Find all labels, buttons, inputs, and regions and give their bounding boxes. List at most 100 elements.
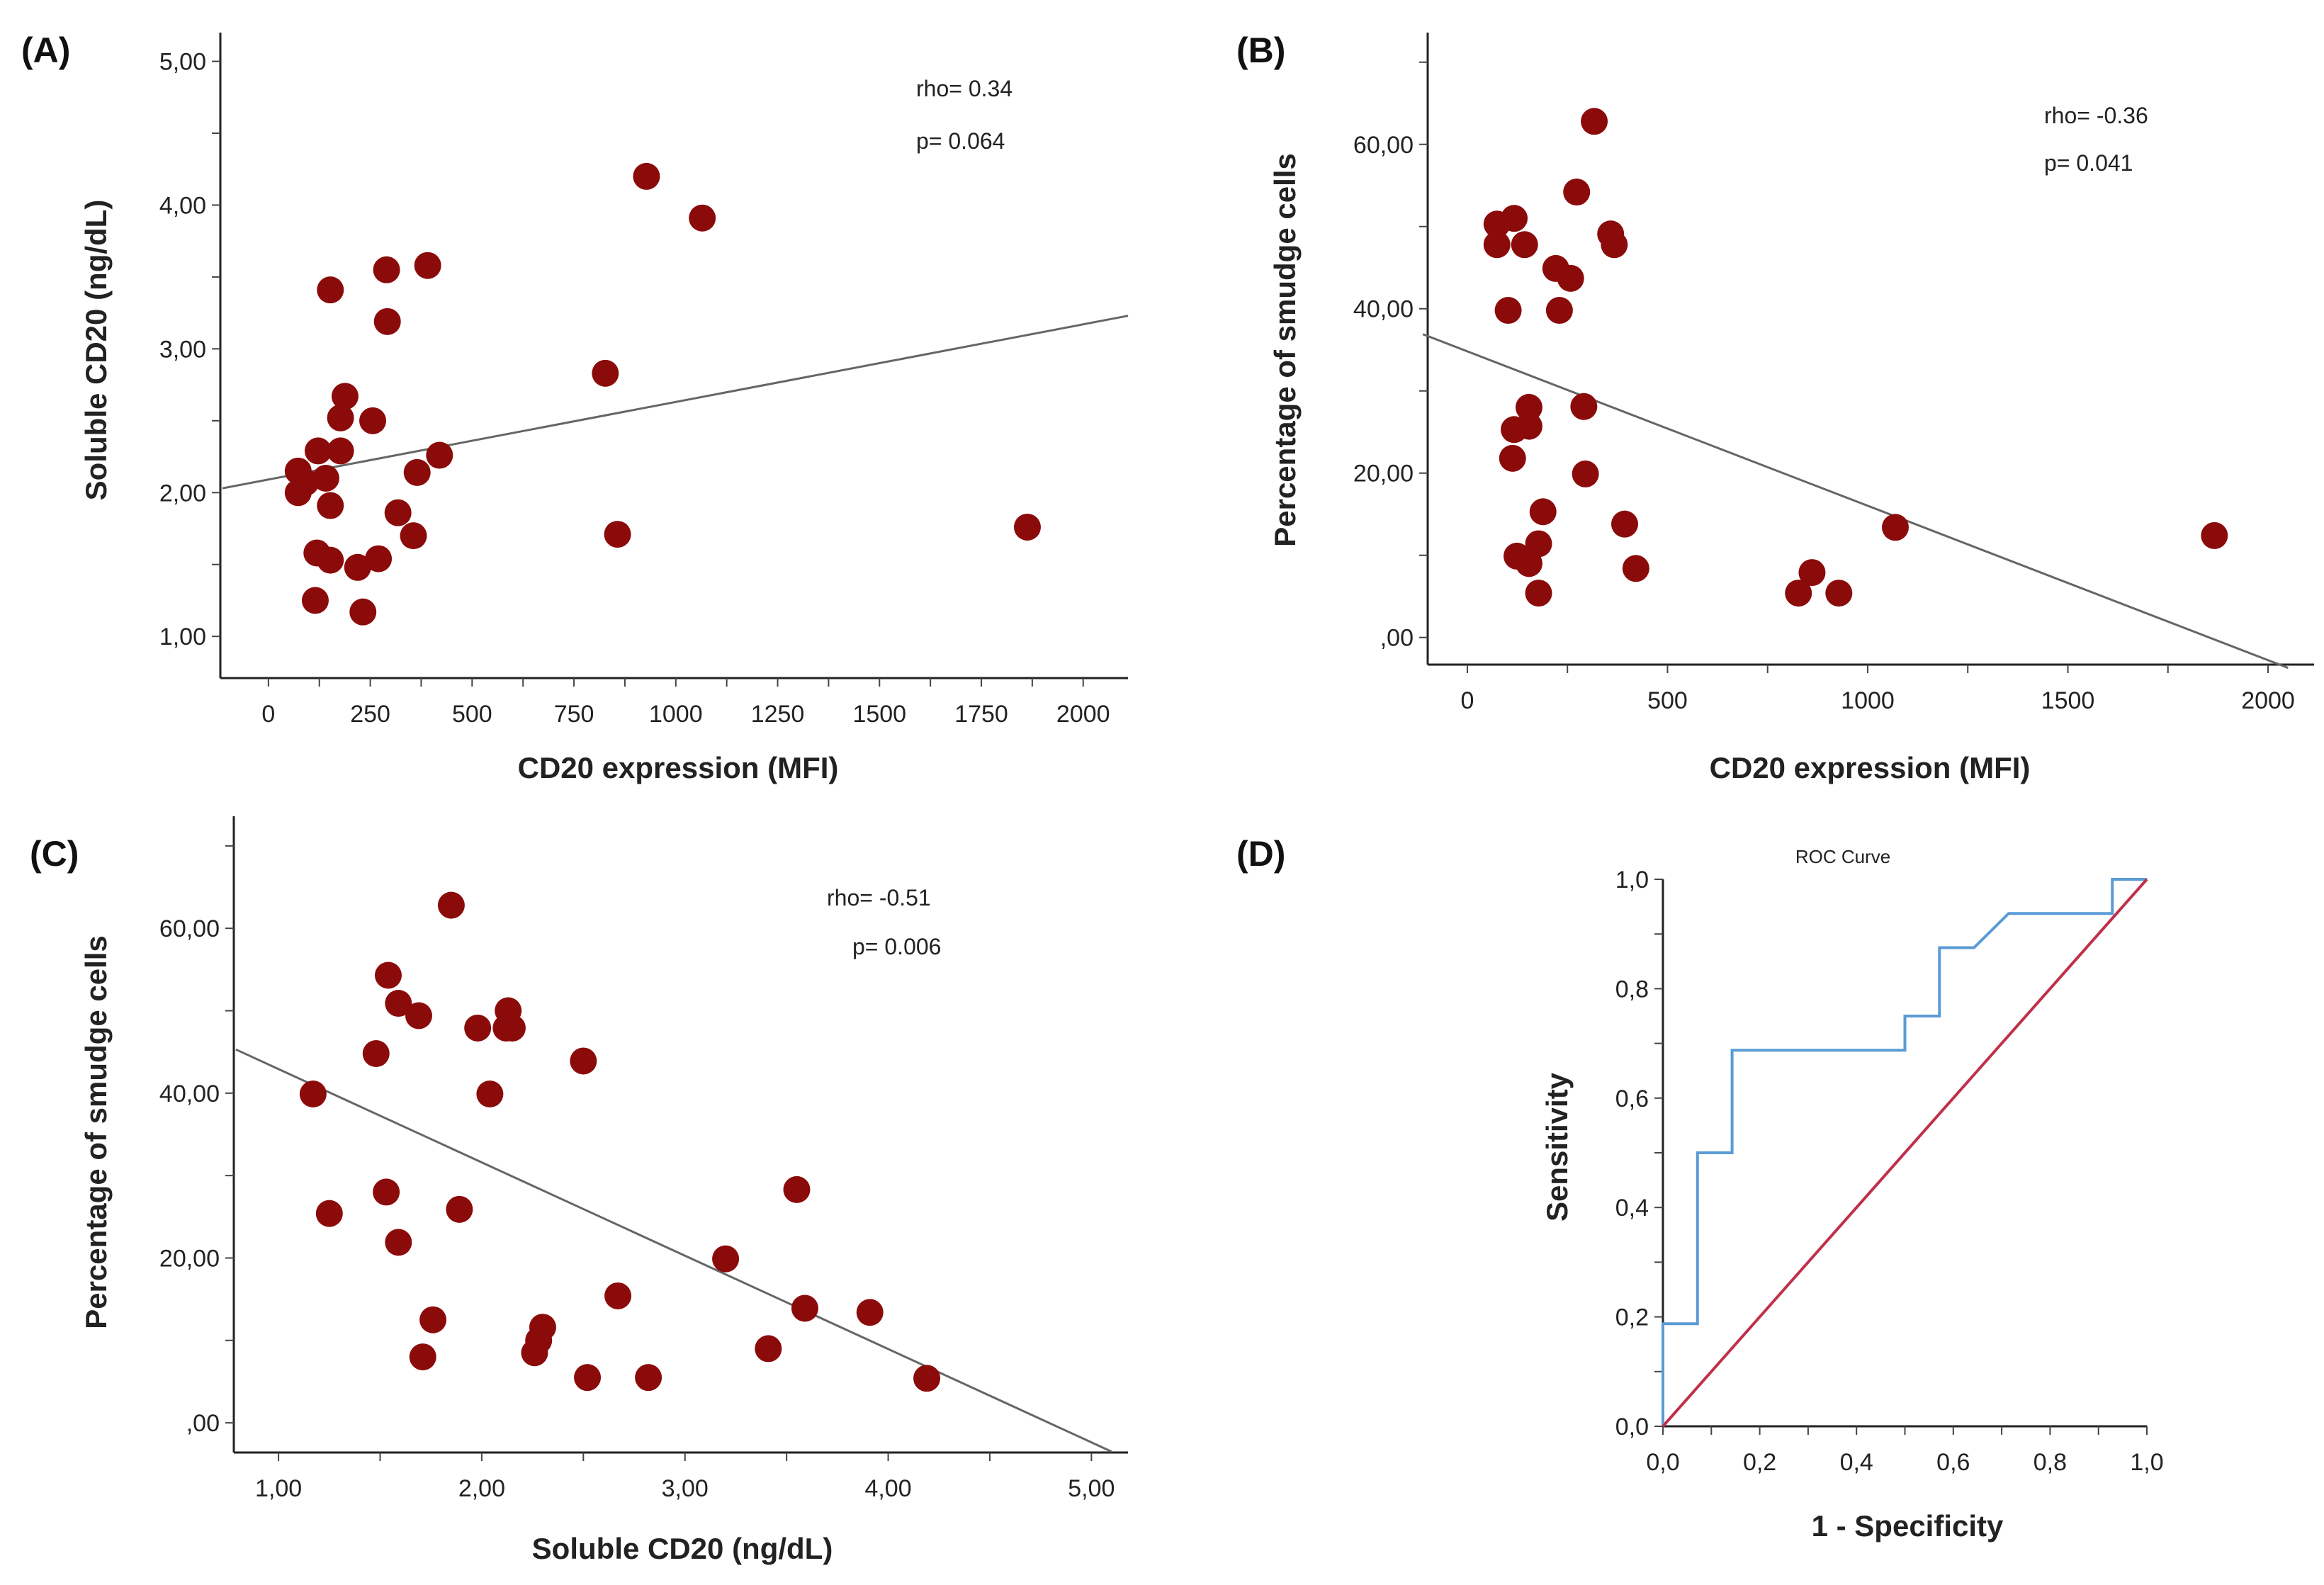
x-tick-label: 0,8: [2034, 1449, 2067, 1476]
data-point: [1525, 580, 1552, 607]
y-tick-label: 1,0: [1615, 867, 1649, 893]
data-point: [1499, 444, 1526, 472]
data-point: [1501, 205, 1528, 232]
data-point: [301, 587, 329, 614]
regression-line: [1422, 333, 2289, 670]
data-point: [312, 464, 339, 492]
panel-a-scatter: 0 250 500 750 1000 1250 1500 1750 2000 1,00 2,00 3,…: [21, 30, 1129, 784]
y-tick-label: 0,0: [1615, 1414, 1649, 1440]
x-tick-label: 0,0: [1646, 1449, 1679, 1476]
y-tick-label: 3,00: [159, 336, 206, 363]
data-point: [327, 404, 354, 431]
rho-annotation: rho= -0.51: [827, 885, 931, 910]
x-tick-label: 0: [1460, 687, 1474, 714]
y-tick-label: 60,00: [1353, 132, 1414, 159]
data-point: [604, 1282, 632, 1309]
chart-title: ROC Curve: [1795, 846, 1890, 867]
x-tick-label: 1500: [2041, 687, 2095, 714]
data-point: [365, 545, 393, 572]
data-point: [1572, 460, 1599, 487]
y-tick-label: 0,8: [1615, 976, 1649, 1003]
data-point: [426, 441, 453, 469]
x-tick-label: 1,0: [2130, 1449, 2163, 1476]
data-point: [791, 1294, 818, 1322]
data-point: [1515, 550, 1542, 577]
panel-b-scatter: 0 500 1000 1500 2000 ,00 20,00 40,00 60,00 (B) CD2…: [1236, 30, 2314, 784]
data-point: [373, 1178, 400, 1206]
x-tick-label: 1250: [751, 701, 805, 728]
data-point: [521, 1339, 548, 1367]
data-point: [299, 1081, 327, 1108]
data-point: [304, 437, 332, 465]
panel-c-scatter: 1,00 2,00 3,00 4,00 5,00 ,00 20,00 40,00 60,00 (C…: [30, 816, 1128, 1565]
x-tick-label: 2000: [2241, 687, 2295, 714]
y-tick-label: ,00: [186, 1410, 220, 1437]
data-point: [1611, 510, 1638, 538]
p-value-annotation: p= 0.006: [852, 934, 941, 959]
y-tick-label: 5,00: [159, 49, 206, 76]
x-axis-title: CD20 expression (MFI): [518, 751, 839, 784]
data-point: [414, 252, 441, 279]
x-tick-label: 500: [1647, 687, 1688, 714]
data-point: [331, 383, 359, 410]
y-tick-label: ,00: [1380, 625, 1414, 652]
data-point: [317, 276, 344, 304]
data-point: [1798, 559, 1826, 587]
data-point: [317, 492, 344, 519]
data-point: [1483, 231, 1511, 259]
data-point: [373, 308, 401, 335]
data-point: [359, 407, 387, 434]
data-point: [1545, 297, 1573, 325]
x-axis-title: CD20 expression (MFI): [1710, 751, 2031, 784]
data-point: [1581, 108, 1608, 135]
data-point: [403, 458, 431, 486]
data-point: [419, 1306, 447, 1333]
x-axis-title: 1 - Specificity: [1812, 1509, 2004, 1542]
panel-label: (D): [1236, 834, 1285, 874]
data-point: [400, 522, 427, 550]
y-tick-label: 4,00: [159, 192, 206, 219]
data-point: [856, 1299, 884, 1326]
data-point: [783, 1175, 811, 1203]
x-axis-title: Soluble CD20 (ng/dL): [532, 1532, 833, 1565]
data-point: [1494, 297, 1522, 325]
data-point: [437, 891, 465, 919]
y-tick-label: 0,2: [1615, 1304, 1649, 1331]
data-point: [633, 162, 660, 190]
data-point: [1515, 393, 1542, 421]
p-value-annotation: p= 0.041: [2044, 150, 2133, 176]
y-tick-label: 1,00: [159, 624, 206, 650]
x-tick-label: 0: [261, 701, 275, 728]
x-tick-label: 500: [452, 701, 492, 728]
y-tick-label: 0,6: [1615, 1085, 1649, 1112]
data-point: [1570, 393, 1598, 420]
data-point: [755, 1335, 782, 1363]
y-tick-label: 20,00: [159, 1245, 220, 1272]
x-tick-label: 1000: [1841, 687, 1895, 714]
data-point: [344, 553, 371, 581]
x-tick-label: 0,2: [1743, 1449, 1776, 1476]
data-point: [385, 990, 412, 1017]
data-point: [317, 546, 344, 574]
data-point: [1785, 580, 1812, 607]
x-tick-label: 1750: [954, 701, 1008, 728]
regression-line: [222, 315, 1129, 490]
x-tick-label: 2000: [1056, 701, 1110, 728]
data-point: [1825, 580, 1853, 607]
data-point: [385, 1229, 412, 1256]
data-point: [1622, 555, 1649, 582]
data-point: [1563, 179, 1591, 206]
y-tick-label: 0,4: [1615, 1195, 1649, 1222]
data-point: [315, 1200, 343, 1227]
data-point: [349, 598, 377, 626]
data-point: [373, 256, 400, 283]
data-point: [464, 1014, 492, 1042]
data-point: [1511, 231, 1538, 259]
y-axis-title: Percentage of smudge cells: [1268, 153, 1302, 547]
data-point: [635, 1364, 662, 1392]
p-value-annotation: p= 0.064: [916, 128, 1005, 154]
panel-label: (C): [30, 834, 79, 874]
data-point: [712, 1245, 740, 1273]
data-point: [2201, 521, 2228, 549]
reference-diagonal-line: [1662, 878, 2148, 1428]
